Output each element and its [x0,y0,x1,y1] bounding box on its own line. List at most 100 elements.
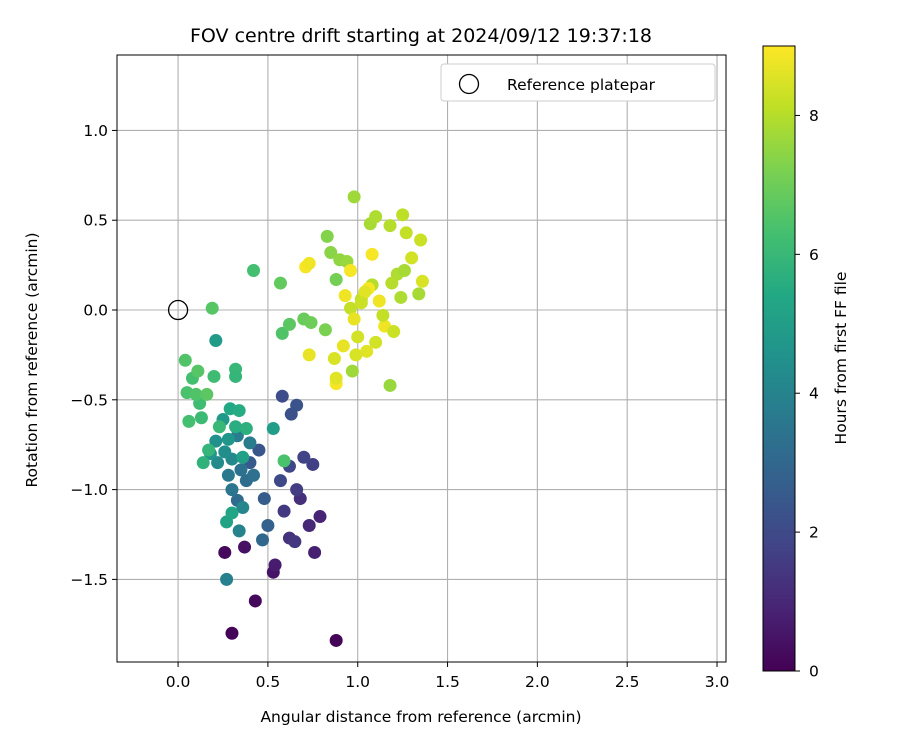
data-point [234,463,248,477]
data-point [202,443,216,457]
data-point [275,389,289,403]
data-point [282,317,296,331]
data-point [336,339,350,353]
data-point [266,422,280,436]
data-point [288,535,302,549]
data-point [221,432,235,446]
data-point [358,285,372,299]
data-point [329,272,343,286]
data-point [347,190,361,204]
data-point [414,233,428,247]
y-tick-label: 0.5 [83,212,108,230]
data-point [225,483,239,497]
data-point [394,290,408,304]
data-point [383,378,397,392]
data-point [238,540,252,554]
data-point [229,420,243,434]
data-point [239,422,253,436]
data-point [211,456,225,470]
plot-frame [116,54,727,663]
x-tick-label: 1.5 [435,673,460,691]
data-point [189,387,203,401]
data-point [396,208,410,222]
data-point [252,443,266,457]
x-tick-label: 3.0 [705,673,730,691]
x-tick-label: 1.0 [345,673,370,691]
data-point [277,504,291,518]
colorbar-gradient [762,45,796,672]
data-point [178,353,192,367]
data-point [329,371,343,385]
y-tick-label: 1.0 [83,122,108,140]
data-point [304,316,318,330]
y-tick-label: −0.5 [70,391,108,409]
data-point [212,420,226,434]
data-point [221,468,235,482]
x-tick-label: 0.0 [166,673,191,691]
colorbar-ticks: 0 2 4 6 8 [795,107,819,681]
data-point [225,506,239,520]
data-point [191,364,205,378]
data-point [196,456,210,470]
data-point [182,414,196,428]
data-point [225,626,239,640]
data-point [415,274,429,288]
data-point [218,445,232,459]
data-point [209,434,223,448]
data-point [232,404,246,418]
y-axis-label: Rotation from reference (arcmin) [23,232,41,487]
data-point [372,294,386,308]
reference-platepar-marker [167,299,189,321]
colorbar-tick-label: 0 [809,663,819,681]
colorbar-tick-label: 8 [809,107,819,125]
data-point [383,219,397,233]
legend-box [440,63,716,102]
data-point [275,326,289,340]
data-point [320,229,334,243]
data-point [338,289,352,303]
data-point [308,545,322,559]
data-point [247,264,261,278]
data-point [273,474,287,488]
legend-reference-icon [458,73,480,95]
data-point [354,296,368,310]
data-point [365,247,379,261]
data-point [397,264,411,278]
x-tick-label: 2.0 [525,673,550,691]
data-point [194,411,208,425]
data-point [268,558,282,572]
data-point [360,344,374,358]
legend-entry-reference: Reference platepar [507,76,656,94]
data-point [385,276,399,290]
data-point [351,330,365,344]
y-tick-label: −1.5 [70,571,108,589]
gridlines [117,55,726,662]
data-point [297,450,311,464]
data-point [277,454,291,468]
data-point [257,492,271,506]
data-point [329,633,343,647]
x-tick-label: 0.5 [256,673,281,691]
data-point [369,210,383,224]
data-point [302,519,316,533]
chart-title: FOV centre drift starting at 2024/09/12 … [190,25,652,47]
colorbar-tick-label: 4 [809,385,819,403]
data-point [236,501,250,515]
data-point [220,572,234,586]
y-tick-label: −1.0 [70,481,108,499]
colorbar: 0 2 4 6 8 Hours from first FF file [762,45,850,681]
colorbar-tick-label: 2 [809,524,819,542]
data-point [313,510,327,524]
x-axis-label: Angular distance from reference (arcmin) [260,708,581,726]
data-point [387,325,401,339]
data-point [306,457,320,471]
data-point [261,519,275,533]
data-point [256,533,270,547]
plot-area [116,54,727,663]
data-point [349,348,363,362]
data-point [376,308,390,322]
data-point [248,594,262,608]
data-point [344,264,358,278]
y-axis-ticks: −1.5 −1.0 −0.5 0.0 0.5 1.0 [70,122,117,589]
